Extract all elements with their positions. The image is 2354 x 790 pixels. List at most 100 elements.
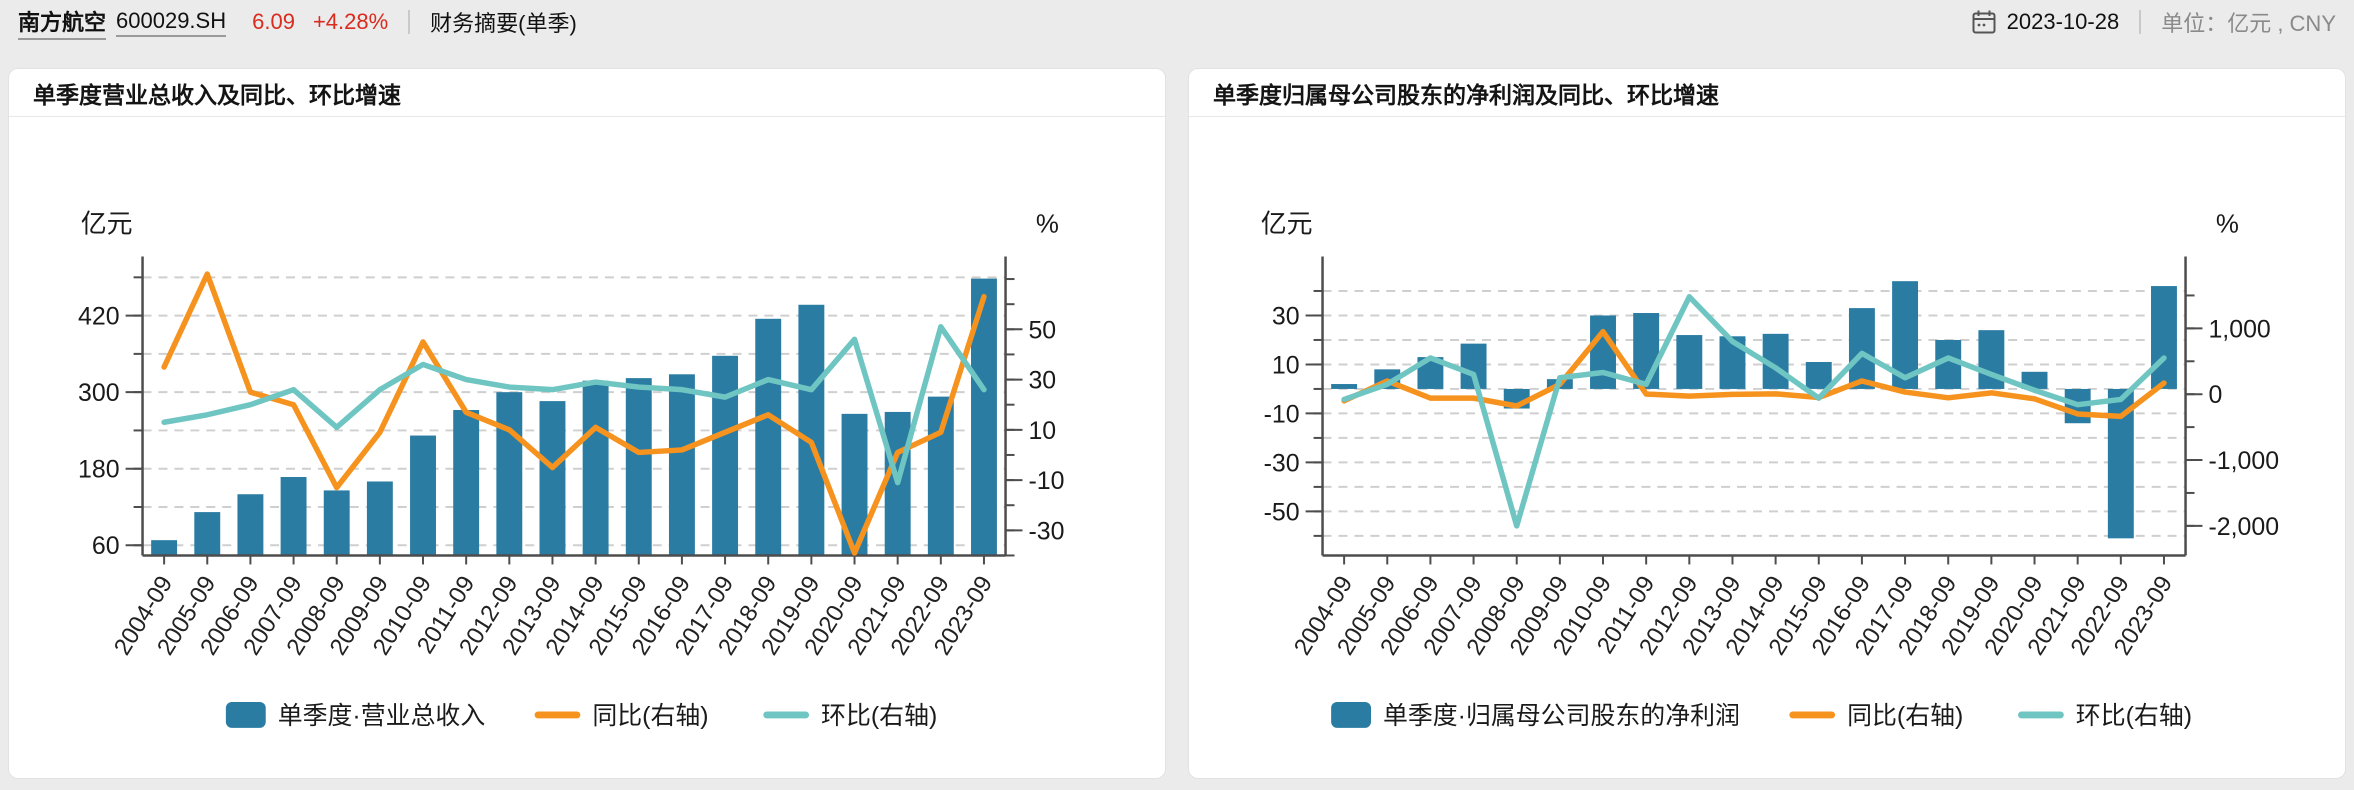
charts-container: 单季度营业总收入及同比、环比增速 亿元% 420 300 180 60 50 30 10 -10… [0, 68, 2354, 779]
bar[interactable] [712, 355, 739, 556]
legend-label: 环比(右轴) [2076, 702, 2192, 730]
right-tick-label: -30 [1028, 517, 1064, 545]
left-tick-label: -50 [1264, 498, 1300, 526]
legend-line-swatch [2018, 711, 2064, 719]
legend-label: 同比(右轴) [1847, 702, 1963, 730]
stock-code[interactable]: 600029.SH [116, 8, 227, 37]
left-tick-label: 420 [78, 303, 120, 331]
bar[interactable] [496, 392, 523, 556]
right-tick-label: 0 [2208, 381, 2222, 409]
legend-bar-swatch [225, 701, 266, 728]
legend-item[interactable]: 环比(右轴) [2018, 702, 2192, 730]
right-tick-label: -10 [1028, 467, 1064, 495]
right-tick-label: -2,000 [2208, 513, 2279, 541]
net-profit-chart-area: 亿元% 30 10 -10 -30 -50 1,000 0 -1,000 -2,000 2004-0… [1189, 117, 2345, 779]
report-date[interactable]: 2023-10-28 [2006, 9, 2120, 34]
gridlines [1322, 289, 2186, 537]
right-axis-title: % [2216, 211, 2239, 239]
left-axis-title: 亿元 [81, 210, 133, 239]
left-tick-label: 30 [1272, 302, 1300, 330]
bar[interactable] [668, 374, 695, 556]
left-tick-label: 180 [78, 456, 120, 484]
net-profit-chart-title: 单季度归属母公司股东的净利润及同比、环比增速 [1189, 69, 2345, 117]
calendar-icon[interactable] [1971, 9, 1997, 35]
right-tick-label: 30 [1028, 367, 1056, 395]
bar[interactable] [539, 401, 566, 556]
legend: 单季度·营业总收入 同比(右轴) 环比(右轴) [225, 701, 937, 730]
right-tick-label: 1,000 [2208, 315, 2270, 343]
legend-line-swatch [763, 711, 810, 719]
bar[interactable] [798, 304, 825, 556]
right-tick-label: 10 [1028, 417, 1056, 445]
stock-change-percent: +4.28% [312, 9, 389, 34]
left-tick-label: -30 [1264, 449, 1300, 477]
right-axis: 1,000 0 -1,000 -2,000 [2185, 294, 2279, 541]
bar[interactable] [2151, 286, 2177, 389]
bar[interactable] [280, 477, 307, 556]
bar[interactable] [755, 318, 782, 556]
bar[interactable] [366, 481, 393, 556]
x-axis: 2004-092005-092006-092007-092008-092009-… [109, 555, 998, 660]
legend-label: 单季度·归属母公司股东的净利润 [1383, 702, 1740, 730]
x-axis: 2004-092005-092006-092007-092008-092009-… [1289, 555, 2178, 660]
bar[interactable] [1590, 315, 1616, 389]
report-title: 财务摘要(单季) [430, 11, 577, 36]
legend: 单季度·归属母公司股东的净利润 同比(右轴) 环比(右轴) [1331, 702, 2192, 730]
revenue-panel: 单季度营业总收入及同比、环比增速 亿元% 420 300 180 60 50 30 10 -10… [8, 68, 1166, 779]
axes [1321, 256, 2187, 557]
net-profit-panel: 单季度归属母公司股东的净利润及同比、环比增速 亿元% 30 10 -10 -30 -50 1… [1188, 68, 2346, 779]
legend-line-swatch [534, 711, 581, 719]
right-axis-title: % [1036, 211, 1059, 239]
legend-label: 单季度·营业总收入 [278, 702, 486, 730]
legend-bar-swatch [1331, 701, 1371, 728]
bar[interactable] [1848, 308, 1875, 389]
revenue-chart[interactable]: 亿元 % 420 300 180 60 50 30 10 -10 -30 2004-092005-09… [9, 117, 1165, 779]
legend-item[interactable]: 单季度·营业总收入 [225, 701, 486, 730]
legend-line-swatch [1789, 711, 1836, 719]
legend-item[interactable]: 同比(右轴) [1789, 702, 1963, 730]
bar[interactable] [625, 378, 652, 556]
bar[interactable] [1331, 384, 1358, 389]
bar[interactable] [582, 380, 609, 556]
stock-name[interactable]: 南方航空 [18, 5, 107, 40]
line-series-1[interactable] [1341, 294, 2167, 529]
line-series-1[interactable] [161, 324, 987, 486]
right-axis: 50 30 10 -10 -30 [1005, 278, 1064, 557]
right-tick-label: 50 [1028, 316, 1056, 344]
bar[interactable] [410, 435, 436, 556]
bar[interactable] [194, 512, 221, 556]
legend-item[interactable]: 同比(右轴) [534, 702, 709, 730]
divider [408, 10, 411, 34]
bar[interactable] [927, 396, 954, 556]
bar[interactable] [323, 490, 350, 556]
bar[interactable] [1633, 313, 1660, 389]
net-profit-chart[interactable]: 亿元 % 30 10 -10 -30 -50 1,000 0 -1,000 -2,000 2004-0… [1189, 117, 2345, 779]
revenue-chart-title: 单季度营业总收入及同比、环比增速 [9, 69, 1165, 117]
unit-label: 单位： [2161, 11, 2228, 36]
bar[interactable] [237, 494, 264, 556]
bar[interactable] [2021, 371, 2048, 389]
bar[interactable] [453, 410, 480, 556]
legend-item[interactable]: 单季度·归属母公司股东的净利润 [1331, 702, 1740, 730]
left-tick-label: 300 [78, 379, 120, 407]
bar[interactable] [1676, 335, 1703, 389]
legend-label: 环比(右轴) [821, 702, 937, 730]
right-tick-label: -1,000 [2208, 447, 2279, 475]
bar-series[interactable] [1331, 281, 2177, 539]
line-series-0[interactable] [161, 271, 987, 556]
left-axis-title: 亿元 [1261, 210, 1313, 239]
left-axis: 30 10 -10 -30 -50 [1264, 289, 1323, 537]
left-axis: 420 300 180 60 [78, 276, 143, 560]
bar[interactable] [1805, 361, 1832, 389]
revenue-chart-area: 亿元% 420 300 180 60 50 30 10 -10 -30 2004-09 2005-09… [9, 117, 1165, 779]
unit-value: 亿元 , CNY [2227, 11, 2336, 36]
bar[interactable] [151, 540, 178, 556]
quote-header: 南方航空 600029.SH 6.09 +4.28% 财务摘要(单季) 2023… [0, 0, 2354, 44]
stock-price: 6.09 [252, 9, 295, 34]
legend-label: 同比(右轴) [592, 702, 708, 730]
bar-series[interactable] [151, 278, 997, 556]
left-tick-label: 60 [92, 532, 120, 560]
legend-item[interactable]: 环比(右轴) [763, 702, 937, 730]
left-tick-label: -10 [1264, 400, 1300, 428]
left-tick-label: 10 [1272, 351, 1300, 379]
